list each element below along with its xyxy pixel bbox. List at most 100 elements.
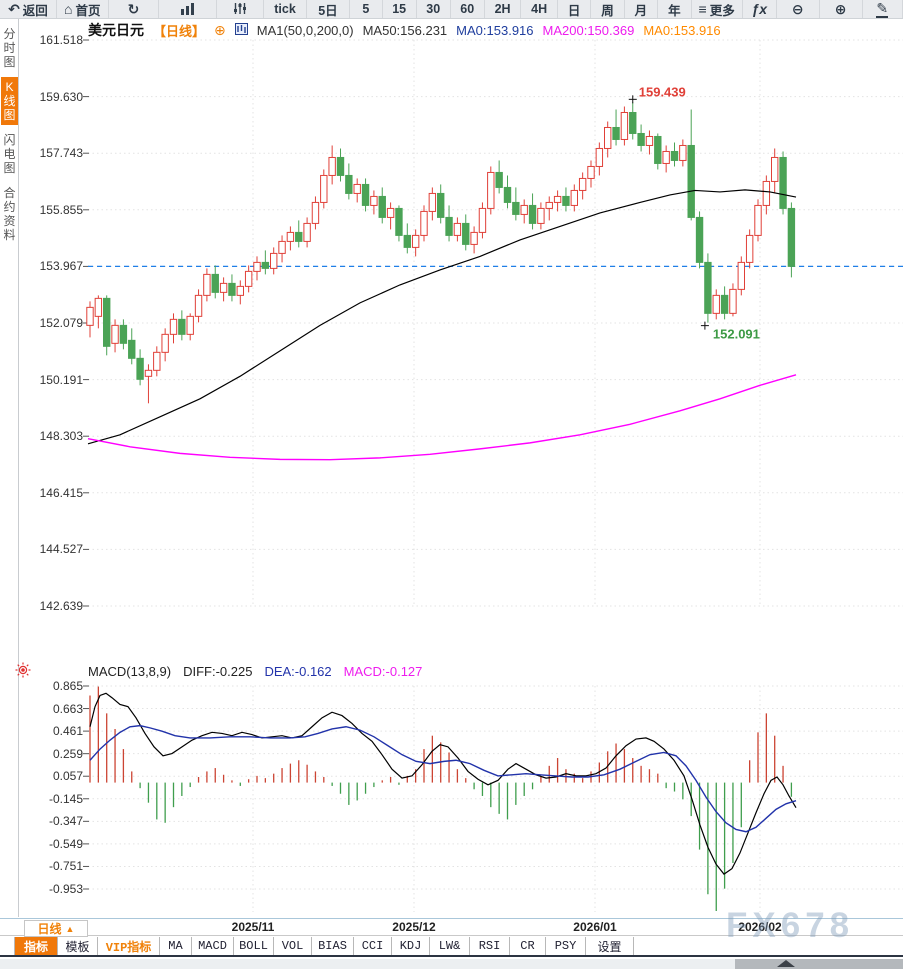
xaxis-row: [0, 918, 903, 936]
zoom-in-button[interactable]: ⊕: [820, 0, 863, 18]
interval-month-button-label: 月: [634, 3, 648, 18]
back-button-label: 返回: [22, 3, 48, 18]
mini-chart-icon[interactable]: [234, 22, 248, 38]
interval-4h-button-label: 4H: [531, 2, 548, 16]
tune-icon: [233, 2, 247, 17]
interval-15-button-label: 15: [392, 2, 407, 16]
draw-icon: ✎: [876, 0, 889, 18]
tab-cr[interactable]: CR: [510, 937, 546, 955]
y-axis-label: 148.303: [39, 429, 83, 444]
interval-60-button-label: 60: [460, 2, 475, 16]
more-button-label: 更多: [709, 3, 735, 18]
draw-button[interactable]: ✎: [863, 0, 903, 18]
horizontal-scrollbar-thumb[interactable]: [735, 959, 903, 969]
interval-year-button-label: 年: [668, 3, 681, 18]
watermark: FX678: [726, 906, 855, 945]
interval-15-button[interactable]: 15: [383, 0, 417, 18]
y-axis-label: 144.527: [39, 542, 83, 557]
y-axis-label: 146.415: [39, 485, 83, 500]
add-overlay-icon[interactable]: ⊕: [214, 22, 226, 38]
refresh-button[interactable]: ↻: [109, 0, 160, 18]
zoom-out-button[interactable]: ⊖: [777, 0, 820, 18]
tab-rsi[interactable]: RSI: [470, 937, 510, 955]
y-axis-label: 161.518: [39, 33, 83, 47]
ma-settings-label: MA1(50,0,200,0): [256, 22, 354, 38]
indicator-tabbar: 指标 模板 VIP指标 MA MACD BOLL VOL BIAS CCI KDJ LW& RSI CR…: [0, 937, 903, 957]
interval-week-button-label: 周: [601, 3, 614, 18]
macd-bar-value: MACD:-0.127: [343, 663, 423, 679]
tab-kdj[interactable]: KDJ: [392, 937, 430, 955]
horizontal-scrollbar-track[interactable]: [0, 959, 903, 969]
toolbar: ↶ 返回 ⌂ 首页 ↻ tick 5日 5 15 30 60 2H 4H 日周月年 ≡ 更多 ƒx ⊖ ⊕ ✎: [0, 0, 903, 19]
interval-4h-button[interactable]: 4H: [521, 0, 558, 18]
tab-vip-indicators[interactable]: VIP指标: [98, 937, 160, 955]
interval-year-button[interactable]: 年: [658, 0, 692, 18]
interval-day-button[interactable]: 日: [558, 0, 592, 18]
y-axis-label: 0.461: [52, 724, 83, 739]
x-axis-label: 2025/11: [231, 920, 275, 934]
tab-macd[interactable]: MACD: [192, 937, 234, 955]
interval-30-button[interactable]: 30: [417, 0, 451, 18]
macd-diff-value: DIFF:-0.225: [183, 663, 253, 679]
y-axis-label: 0.865: [52, 679, 83, 693]
sidebar-item-lightning-chart[interactable]: 闪电图: [3, 133, 16, 175]
symbol-name: 美元日元: [88, 22, 144, 38]
tab-psy[interactable]: PSY: [546, 937, 586, 955]
interval-month-button[interactable]: 月: [625, 0, 659, 18]
chart-header: 美元日元 【日线】 ⊕ MA1(50,0,200,0) MA50:156.231…: [88, 21, 721, 39]
fx-indicator-button[interactable]: ƒx: [743, 0, 777, 18]
interval-2h-button[interactable]: 2H: [485, 0, 522, 18]
x-axis-label: 2025/12: [392, 920, 436, 934]
indicator-tune-button[interactable]: [217, 0, 265, 18]
y-axis-label: 152.079: [39, 316, 83, 330]
tab-settings[interactable]: 设置: [586, 937, 634, 955]
y-axis-label: 159.630: [39, 89, 83, 104]
more-button[interactable]: ≡ 更多: [692, 0, 743, 18]
y-axis-label: 150.191: [39, 372, 83, 387]
svg-text:152.091: 152.091: [713, 327, 760, 342]
macd-header: MACD(13,8,9) DIFF:-0.225 DEA:-0.162 MACD…: [88, 663, 422, 679]
y-axis-label: 153.967: [39, 259, 83, 274]
tab-cci[interactable]: CCI: [354, 937, 392, 955]
sidebar-item-time-chart[interactable]: 分时图: [3, 27, 16, 69]
interval-tick-button[interactable]: tick: [264, 0, 307, 18]
menu-icon: ≡: [698, 1, 707, 17]
tab-templates[interactable]: 模板: [58, 937, 98, 955]
indicator-flash-icon[interactable]: [15, 662, 31, 683]
x-axis-label: 2026/01: [573, 920, 617, 934]
interval-tick-button-label: tick: [274, 2, 296, 16]
interval-5d-button[interactable]: 5日: [307, 0, 350, 18]
tab-lwr[interactable]: LW&: [430, 937, 470, 955]
y-axis-label: 0.057: [52, 769, 83, 784]
tab-indicators[interactable]: 指标: [14, 937, 58, 955]
panel-collapse-handle[interactable]: [777, 960, 795, 967]
svg-text:159.439: 159.439: [639, 84, 686, 99]
interval-60-button[interactable]: 60: [451, 0, 485, 18]
interval-week-button[interactable]: 周: [591, 0, 625, 18]
back-button[interactable]: ↶ 返回: [0, 0, 57, 18]
interval-day-button-label: 日: [567, 3, 581, 18]
y-axis-label: 155.855: [39, 202, 83, 217]
sidebar-item-contract-info[interactable]: 合约资料: [3, 186, 16, 242]
home-button-label: 首页: [75, 3, 101, 18]
tab-boll[interactable]: BOLL: [234, 937, 274, 955]
period-dropdown[interactable]: 日线 ▲: [24, 920, 88, 937]
y-axis-label: -0.145: [48, 791, 83, 806]
tab-bias[interactable]: BIAS: [312, 937, 354, 955]
tab-ma[interactable]: MA: [160, 937, 192, 955]
y-axis-label: 142.639: [39, 599, 83, 613]
interval-5-button-label: 5: [362, 2, 370, 16]
zoom-out-icon: ⊖: [791, 1, 804, 17]
tab-vol[interactable]: VOL: [274, 937, 312, 955]
home-button[interactable]: ⌂ 首页: [57, 0, 109, 18]
interval-5-button[interactable]: 5: [350, 0, 383, 18]
interval-5d-button-label: 5日: [318, 3, 338, 18]
interval-2h-button-label: 2H: [494, 2, 511, 16]
ma0-primary-value: MA0:153.916: [456, 22, 534, 38]
period-badge: 【日线】: [153, 23, 206, 39]
y-axis-label: 0.663: [52, 701, 83, 716]
chart-style-button[interactable]: [159, 0, 218, 18]
